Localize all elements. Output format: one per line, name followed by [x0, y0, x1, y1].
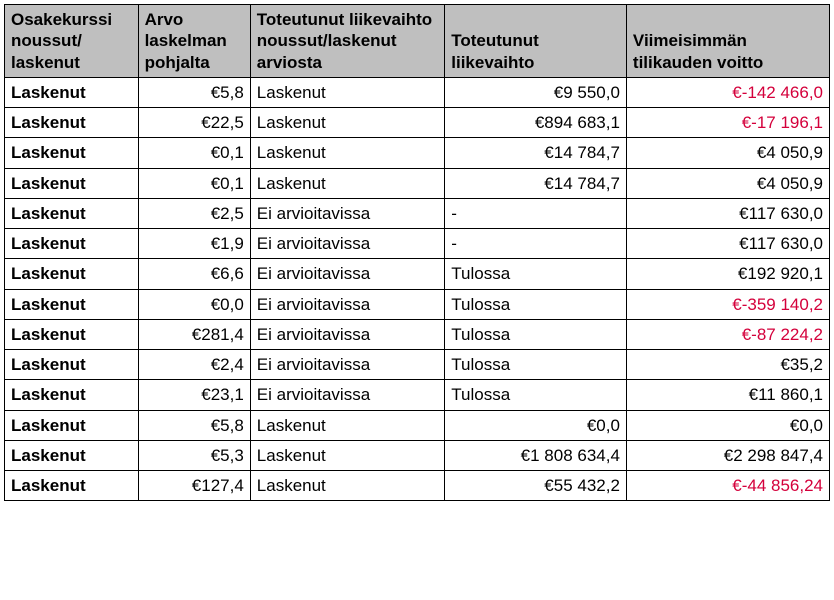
cell-profit: €-87 224,2 — [626, 319, 829, 349]
cell-status: Laskenut — [5, 440, 139, 470]
cell-status: Laskenut — [5, 229, 139, 259]
cell-revenue: €14 784,7 — [445, 168, 627, 198]
cell-profit: €-17 196,1 — [626, 108, 829, 138]
cell-profit: €4 050,9 — [626, 138, 829, 168]
table-row: Laskenut€2,5Ei arvioitavissa-€117 630,0 — [5, 198, 830, 228]
col-header-profit: Viimeisimmän tilikauden voitto — [626, 5, 829, 78]
cell-revenue: €9 550,0 — [445, 77, 627, 107]
cell-status: Laskenut — [5, 380, 139, 410]
cell-change: Laskenut — [250, 440, 444, 470]
cell-profit: €192 920,1 — [626, 259, 829, 289]
table-row: Laskenut€127,4Laskenut€55 432,2€-44 856,… — [5, 471, 830, 501]
cell-change: Ei arvioitavissa — [250, 380, 444, 410]
cell-revenue: Tulossa — [445, 380, 627, 410]
cell-status: Laskenut — [5, 138, 139, 168]
table-row: Laskenut€5,8Laskenut€9 550,0€-142 466,0 — [5, 77, 830, 107]
table-row: Laskenut€6,6Ei arvioitavissaTulossa€192 … — [5, 259, 830, 289]
table-row: Laskenut€281,4Ei arvioitavissaTulossa€-8… — [5, 319, 830, 349]
cell-value: €5,3 — [138, 440, 250, 470]
cell-status: Laskenut — [5, 198, 139, 228]
cell-status: Laskenut — [5, 410, 139, 440]
cell-change: Laskenut — [250, 138, 444, 168]
cell-status: Laskenut — [5, 108, 139, 138]
cell-revenue: Tulossa — [445, 319, 627, 349]
cell-change: Ei arvioitavissa — [250, 289, 444, 319]
cell-value: €6,6 — [138, 259, 250, 289]
col-header-change: Toteutunut liikevaihto noussut/laskenut … — [250, 5, 444, 78]
cell-value: €281,4 — [138, 319, 250, 349]
cell-status: Laskenut — [5, 259, 139, 289]
cell-revenue: €0,0 — [445, 410, 627, 440]
cell-value: €0,0 — [138, 289, 250, 319]
col-header-value: Arvo laskelman pohjalta — [138, 5, 250, 78]
table-row: Laskenut€5,8Laskenut€0,0€0,0 — [5, 410, 830, 440]
cell-revenue: - — [445, 229, 627, 259]
col-header-revenue: Toteutunut liikevaihto — [445, 5, 627, 78]
cell-revenue: Tulossa — [445, 289, 627, 319]
cell-value: €127,4 — [138, 471, 250, 501]
cell-change: Laskenut — [250, 410, 444, 440]
table-row: Laskenut€23,1Ei arvioitavissaTulossa€11 … — [5, 380, 830, 410]
col-header-status: Osakekurssi noussut/ laskenut — [5, 5, 139, 78]
table-row: Laskenut€22,5Laskenut€894 683,1€-17 196,… — [5, 108, 830, 138]
cell-change: Ei arvioitavissa — [250, 198, 444, 228]
cell-revenue: €14 784,7 — [445, 138, 627, 168]
cell-revenue: Tulossa — [445, 259, 627, 289]
cell-revenue: - — [445, 198, 627, 228]
cell-change: Laskenut — [250, 168, 444, 198]
cell-value: €5,8 — [138, 410, 250, 440]
cell-change: Ei arvioitavissa — [250, 319, 444, 349]
cell-status: Laskenut — [5, 77, 139, 107]
table-row: Laskenut€2,4Ei arvioitavissaTulossa€35,2 — [5, 350, 830, 380]
table-row: Laskenut€1,9Ei arvioitavissa-€117 630,0 — [5, 229, 830, 259]
cell-status: Laskenut — [5, 350, 139, 380]
cell-status: Laskenut — [5, 289, 139, 319]
financial-table: Osakekurssi noussut/ laskenut Arvo laske… — [4, 4, 830, 501]
cell-profit: €117 630,0 — [626, 198, 829, 228]
table-row: Laskenut€5,3Laskenut€1 808 634,4€2 298 8… — [5, 440, 830, 470]
cell-profit: €4 050,9 — [626, 168, 829, 198]
cell-change: Laskenut — [250, 77, 444, 107]
cell-value: €23,1 — [138, 380, 250, 410]
cell-profit: €-44 856,24 — [626, 471, 829, 501]
cell-status: Laskenut — [5, 471, 139, 501]
cell-profit: €117 630,0 — [626, 229, 829, 259]
cell-value: €2,4 — [138, 350, 250, 380]
table-body: Laskenut€5,8Laskenut€9 550,0€-142 466,0L… — [5, 77, 830, 501]
cell-profit: €2 298 847,4 — [626, 440, 829, 470]
table-row: Laskenut€0,1Laskenut€14 784,7€4 050,9 — [5, 168, 830, 198]
cell-change: Laskenut — [250, 108, 444, 138]
cell-profit: €35,2 — [626, 350, 829, 380]
cell-profit: €0,0 — [626, 410, 829, 440]
table-row: Laskenut€0,1Laskenut€14 784,7€4 050,9 — [5, 138, 830, 168]
cell-change: Ei arvioitavissa — [250, 259, 444, 289]
cell-change: Ei arvioitavissa — [250, 229, 444, 259]
cell-value: €5,8 — [138, 77, 250, 107]
table-header: Osakekurssi noussut/ laskenut Arvo laske… — [5, 5, 830, 78]
cell-profit: €-142 466,0 — [626, 77, 829, 107]
cell-change: Laskenut — [250, 471, 444, 501]
cell-revenue: €1 808 634,4 — [445, 440, 627, 470]
cell-revenue: Tulossa — [445, 350, 627, 380]
cell-value: €2,5 — [138, 198, 250, 228]
cell-change: Ei arvioitavissa — [250, 350, 444, 380]
cell-profit: €11 860,1 — [626, 380, 829, 410]
cell-revenue: €894 683,1 — [445, 108, 627, 138]
cell-value: €0,1 — [138, 138, 250, 168]
cell-value: €0,1 — [138, 168, 250, 198]
cell-value: €1,9 — [138, 229, 250, 259]
cell-revenue: €55 432,2 — [445, 471, 627, 501]
cell-status: Laskenut — [5, 319, 139, 349]
cell-profit: €-359 140,2 — [626, 289, 829, 319]
cell-value: €22,5 — [138, 108, 250, 138]
table-row: Laskenut€0,0Ei arvioitavissaTulossa€-359… — [5, 289, 830, 319]
cell-status: Laskenut — [5, 168, 139, 198]
